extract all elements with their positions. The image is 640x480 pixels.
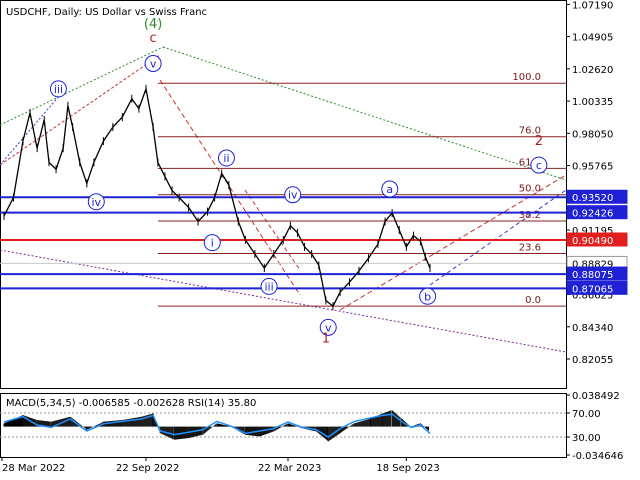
price-level-tag-label: 0.93520 [572,193,613,204]
wave-label: v [150,57,157,70]
price-axis-label: 1.04905 [572,33,613,44]
wave-label: 1 [322,332,330,347]
time-axis-label: 18 Sep 2023 [376,463,439,474]
wave-label-circle [319,318,337,336]
red-trendline-left [0,54,161,166]
fib-level-label: 23.6 [519,243,541,254]
indicator-axis-label: 30.00 [572,433,601,444]
wave-label: iv [288,189,298,202]
fib-level-label: 38.2 [519,210,541,221]
indicator-axis-label: 0.038492 [572,391,620,402]
price-level-tag-label: 0.88829 [572,259,613,270]
indicator-panel-frame [0,393,567,458]
wave-label: a [386,183,393,196]
wave-label-circle [87,193,105,211]
indicator-layer [0,410,566,442]
wave-label: c [150,31,157,46]
green-trendline-right [162,46,566,181]
fib-level-label: 0.0 [525,295,541,306]
price-axis-label: 1.02620 [572,65,613,76]
price-layer: 100.076.061.850.038.223.60.0(4)viiiiviii… [0,17,566,353]
wave-label-circle [203,234,221,252]
price-level-tag-label: 0.90490 [572,236,613,247]
price-level-tag [566,205,628,220]
fib-level-label: 61.8 [519,157,541,168]
wave-label: iii [54,83,63,96]
wave-label: v [325,321,332,334]
wave-label-circle [217,149,235,167]
indicator-axis-label: 70.00 [572,409,601,420]
price-axis-label: 1.00335 [572,97,613,108]
fib-level-label: 50.0 [519,184,541,195]
indicator-axis-label: -0.034646 [572,451,623,462]
price-level-tag-label: 0.87065 [572,284,613,295]
price-level-tag-label: 0.88075 [572,270,613,281]
price-level-tag-label: 0.92426 [572,209,613,220]
fib-level-label: 76.0 [519,126,541,137]
wave-label: iii [264,280,273,293]
price-axis-label: 0.86625 [572,291,613,302]
wave-label-circle [49,80,67,98]
price-level-tag [566,280,628,295]
price-level-tag [566,189,628,204]
wave-label-circle [381,180,399,198]
price-axis-label: 0.98050 [572,129,613,140]
time-axis-label: 28 Mar 2022 [2,463,65,474]
wave-label: iv [92,196,102,209]
wave-label-circle [144,54,162,72]
price-level-tag [566,232,628,247]
wave-label: 2 [535,134,543,149]
wave-label: i [211,237,214,250]
wave-label-circle [260,277,278,295]
price-level-tag [566,266,628,281]
wave-label-circle [530,156,548,174]
rsi-line [3,413,431,438]
price-axis-label: 0.82055 [572,355,613,366]
axis-layer: 1.07190 1.04905 1.02620 1.00335 0.98050 0.957… [1,0,628,474]
fib-level-label: 100.0 [512,72,541,83]
time-axis-label: 22 Mar 2023 [258,463,321,474]
red-wave-line-3 [244,189,301,271]
wave-label: c [536,159,542,172]
wave-label: (4) [144,17,162,32]
wave-label-circle [419,287,437,305]
price-axis-label: 1.07190 [572,0,613,11]
chart-title: USDCHF, Daily: US Dollar vs Swiss Franc [6,7,207,18]
blue-trendline-left [0,94,61,166]
wave-label: ii [223,152,229,165]
price-axis-label: 0.95765 [572,162,613,173]
wave-label-circle [284,186,302,204]
wave-label: b [424,290,431,303]
time-axis-label: 22 Sep 2022 [116,463,179,474]
price-axis-label: 0.91195 [572,226,613,237]
indicator-label: MACD(5,34,5) -0.006585 -0.002628 RSI(14)… [6,398,256,409]
price-axis-label: 0.84340 [572,323,613,334]
